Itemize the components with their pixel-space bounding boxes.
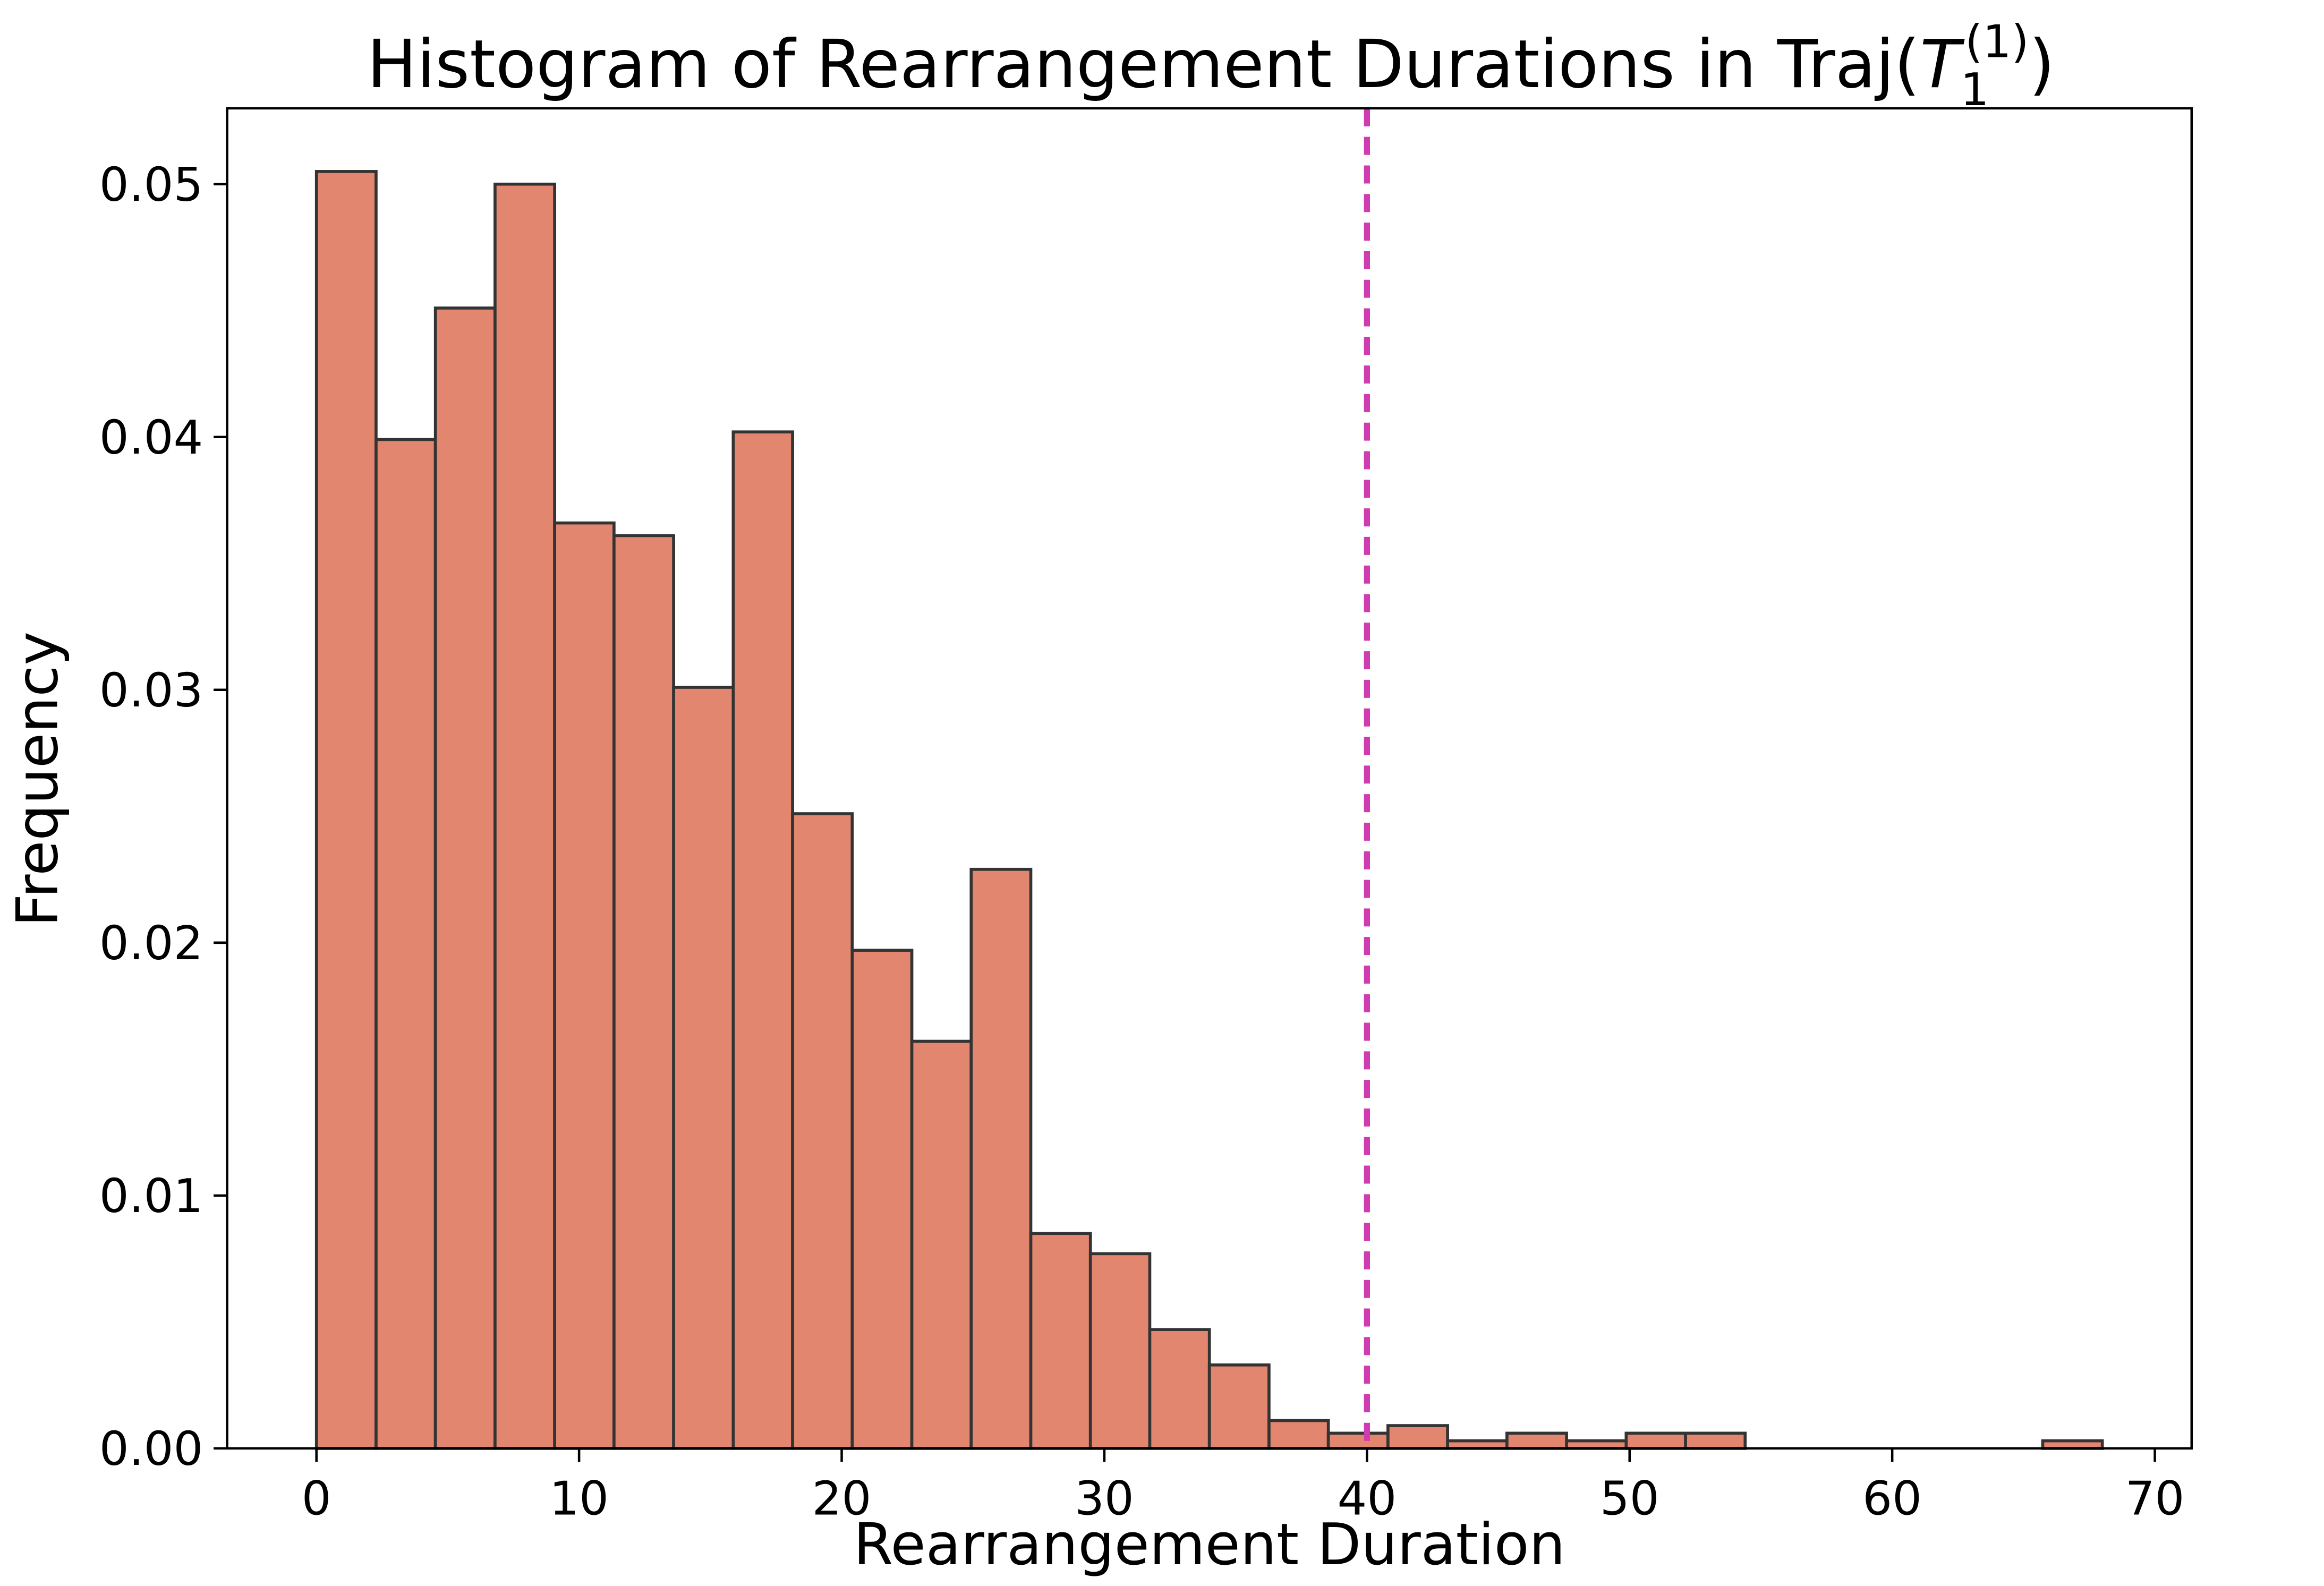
x-tick-label: 70 (2125, 1471, 2185, 1525)
y-tick-label: 0.05 (99, 158, 203, 212)
title-text: Histogram of Rearrangement Durations in … (367, 26, 1920, 103)
title-text: ) (2029, 26, 2055, 103)
x-tick-label: 10 (549, 1471, 609, 1525)
y-tick-label: 0.03 (99, 663, 203, 718)
x-tick-label: 30 (1075, 1471, 1134, 1525)
chart-title: Histogram of Rearrangement Durations in … (367, 16, 2055, 117)
y-tick-label: 0.00 (99, 1422, 203, 1476)
bar (1088, 1252, 1152, 1450)
bar (850, 949, 914, 1450)
bar (1267, 1419, 1330, 1450)
bar (1624, 1431, 1687, 1450)
bar (1386, 1424, 1449, 1450)
y-tick-label: 0.04 (99, 411, 203, 465)
bar (910, 1039, 973, 1450)
bar (1148, 1328, 1211, 1450)
bar (1684, 1431, 1747, 1450)
y-tick-label: 0.01 (99, 1169, 203, 1223)
x-tick-label: 60 (1862, 1471, 1922, 1525)
bar (731, 430, 794, 1450)
title-math: T (1920, 26, 1965, 103)
bar (1207, 1363, 1271, 1450)
bar (314, 170, 378, 1450)
x-tick-label: 20 (812, 1471, 872, 1525)
x-tick-label: 0 (302, 1471, 331, 1525)
bar (1505, 1431, 1568, 1450)
x-tick-label: 40 (1337, 1471, 1397, 1525)
bar (493, 182, 556, 1450)
title-superscript: (1) (1965, 16, 2029, 69)
bar (791, 812, 854, 1450)
x-tick-label: 50 (1600, 1471, 1659, 1525)
bar (374, 438, 437, 1450)
bar (553, 521, 616, 1450)
bar (1029, 1232, 1092, 1450)
bar (612, 534, 675, 1450)
bar (672, 686, 735, 1450)
y-axis-label: Frequency (5, 632, 71, 927)
bar (433, 306, 497, 1450)
bar (1326, 1431, 1390, 1450)
x-axis-label: Rearrangement Duration (854, 1512, 1565, 1578)
bar (969, 867, 1033, 1450)
plot-frame (226, 107, 2193, 1450)
y-tick-label: 0.02 (99, 916, 203, 970)
